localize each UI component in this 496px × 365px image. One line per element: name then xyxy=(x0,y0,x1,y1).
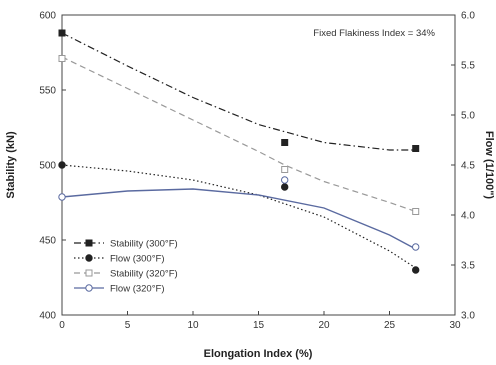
right-y-tick-label: 6.0 xyxy=(461,11,475,22)
data-point-series-4 xyxy=(58,193,66,201)
x-tick-label: 25 xyxy=(384,320,396,331)
left-y-tick-label: 450 xyxy=(39,236,56,247)
legend-marker-series-3 xyxy=(85,269,93,277)
legend-marker-series-4 xyxy=(85,284,93,292)
legend-label-series-4: Flow (320°F) xyxy=(110,284,164,295)
data-point-series-3 xyxy=(58,55,66,62)
x-tick-label: 15 xyxy=(253,320,265,331)
right-y-tick-label: 5.0 xyxy=(461,111,475,122)
right-y-tick-label: 4.5 xyxy=(461,161,475,172)
x-axis: 0 5 10 15 20 25 30 xyxy=(59,311,461,331)
left-y-tick-label: 600 xyxy=(39,11,56,22)
data-point-series-2 xyxy=(412,266,420,274)
x-tick-label: 5 xyxy=(125,320,131,331)
left-y-axis-title: Stability (kN) xyxy=(5,131,17,199)
data-point-series-1 xyxy=(58,29,66,37)
data-point-series-4 xyxy=(281,176,289,184)
legend-label-series-3: Stability (320°F) xyxy=(110,269,178,280)
legend-label-series-2: Flow (300°F) xyxy=(110,254,164,265)
data-point-series-2 xyxy=(58,161,66,169)
data-point-series-1 xyxy=(281,139,289,146)
right-y-tick-label: 4.0 xyxy=(461,211,475,222)
legend: Stability (300°F) Flow (300°F) Stability (… xyxy=(74,239,178,295)
left-y-tick-label: 550 xyxy=(39,86,56,97)
right-y-axis: 3.0 3.5 4.0 4.5 5.0 5.5 6.0 xyxy=(451,11,475,322)
annotation: Fixed Flakiness Index = 34% xyxy=(313,28,435,39)
x-tick-label: 30 xyxy=(449,320,461,331)
data-point-series-4 xyxy=(412,243,420,251)
left-y-tick-label: 400 xyxy=(39,311,56,322)
trend-line-series-1 xyxy=(61,32,416,151)
right-y-tick-label: 3.5 xyxy=(461,261,475,272)
data-point-series-1 xyxy=(412,145,420,152)
legend-marker-series-2 xyxy=(85,254,93,262)
trend-line-series-3 xyxy=(61,56,416,213)
data-point-series-3 xyxy=(412,208,420,215)
data-point-series-2 xyxy=(281,183,289,191)
x-axis-title: Elongation Index (%) xyxy=(204,348,313,360)
right-y-tick-label: 3.0 xyxy=(461,311,475,322)
x-tick-label: 20 xyxy=(318,320,330,331)
left-y-tick-label: 500 xyxy=(39,161,56,172)
legend-label-series-1: Stability (300°F) xyxy=(110,239,178,250)
x-tick-label: 0 xyxy=(59,320,65,331)
data-points xyxy=(58,29,420,274)
x-tick-label: 10 xyxy=(187,320,199,331)
data-point-series-3 xyxy=(281,166,289,173)
right-y-tick-label: 5.5 xyxy=(461,61,475,72)
right-y-axis-title: Flow (1/100") xyxy=(483,131,495,200)
trend-line-series-4 xyxy=(61,188,417,250)
trend-lines xyxy=(61,32,417,269)
legend-marker-series-1 xyxy=(85,239,93,247)
